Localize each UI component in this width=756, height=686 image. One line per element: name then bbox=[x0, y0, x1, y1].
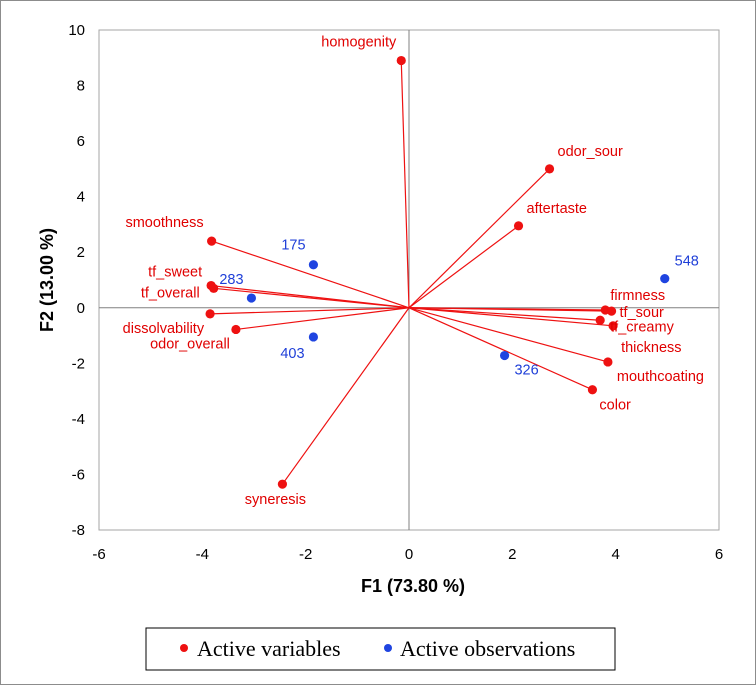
observation-label-326: 326 bbox=[514, 363, 538, 379]
variable-point-thickness bbox=[608, 321, 618, 331]
observation-label-283: 283 bbox=[219, 272, 243, 288]
arrow-thickness bbox=[408, 307, 614, 327]
observation-point-175 bbox=[308, 260, 319, 270]
legend-marker-observations bbox=[384, 644, 392, 652]
y-tick-label: -2 bbox=[72, 355, 85, 372]
arrow-color bbox=[408, 307, 593, 391]
y-tick-label: 4 bbox=[77, 189, 85, 206]
arrow-tf-overall bbox=[213, 287, 410, 309]
variable-point-tf-creamy bbox=[595, 315, 605, 325]
arrow-syneresis bbox=[281, 307, 410, 485]
variable-label-dissolvability: dissolvability bbox=[123, 321, 205, 337]
x-tick-label: 4 bbox=[611, 546, 619, 563]
x-tick-label: -4 bbox=[196, 546, 209, 563]
y-tick-label: 8 bbox=[77, 78, 85, 95]
variable-point-syneresis bbox=[277, 479, 288, 489]
observation-label-548: 548 bbox=[675, 254, 699, 270]
arrow-odor-sour bbox=[408, 168, 550, 309]
variable-point-tf-sour bbox=[606, 306, 617, 316]
variable-label-mouthcoating: mouthcoating bbox=[617, 369, 704, 385]
y-tick-label: 2 bbox=[77, 244, 85, 261]
variable-label-syneresis: syneresis bbox=[245, 492, 306, 508]
legend-box bbox=[145, 627, 616, 671]
variable-label-odor-sour: odor_sour bbox=[558, 144, 623, 160]
legend-marker-variables bbox=[180, 644, 188, 652]
arrow-tf-sour bbox=[408, 307, 612, 312]
arrow-homogenity bbox=[400, 60, 410, 308]
x-axis-title: F1 (73.80 %) bbox=[361, 576, 465, 596]
variable-point-color bbox=[587, 385, 598, 395]
variable-label-homogenity: homogenity bbox=[321, 35, 397, 51]
legend-label-variables: Active variables bbox=[197, 636, 341, 661]
point-labels: homogenity odor_sour aftertaste smoothness t… bbox=[123, 35, 704, 509]
legend-label-observations: Active observations bbox=[400, 636, 575, 661]
variable-point-tf-overall bbox=[209, 283, 219, 293]
variable-points bbox=[205, 55, 618, 489]
variable-label-color: color bbox=[599, 398, 631, 414]
variable-point-aftertaste bbox=[513, 221, 524, 231]
variable-point-odor-overall bbox=[231, 324, 241, 335]
variable-point-mouthcoating bbox=[603, 357, 613, 367]
x-tick-label: 0 bbox=[405, 546, 413, 563]
arrow-smoothness bbox=[211, 240, 410, 309]
variable-label-aftertaste: aftertaste bbox=[527, 201, 587, 217]
variable-label-tf-creamy: tf_creamy bbox=[610, 319, 674, 335]
arrow-aftertaste bbox=[408, 225, 519, 309]
variable-point-dissolvability bbox=[205, 309, 215, 319]
variable-label-odor-overall: odor_overall bbox=[150, 336, 230, 352]
observation-point-548 bbox=[660, 274, 670, 284]
legend: Active variables Active observations bbox=[145, 627, 616, 671]
observation-point-326 bbox=[499, 350, 510, 361]
x-tick-label: 2 bbox=[508, 546, 516, 563]
observation-point-283 bbox=[246, 293, 257, 303]
y-tick-label: -4 bbox=[72, 411, 85, 428]
arrow-tf-creamy bbox=[408, 307, 601, 321]
variable-point-homogenity bbox=[396, 55, 406, 66]
observation-label-175: 175 bbox=[281, 238, 305, 254]
variable-point-smoothness bbox=[207, 236, 217, 246]
observation-label-403: 403 bbox=[280, 346, 304, 362]
arrow-dissolvability bbox=[210, 307, 410, 315]
y-tick-labels: -8 -6 -4 -2 0 2 4 6 8 10 bbox=[68, 22, 85, 539]
x-tick-label: 6 bbox=[715, 546, 723, 563]
variable-label-thickness: thickness bbox=[621, 340, 681, 356]
variable-point-odor-sour bbox=[544, 164, 555, 174]
variable-label-tf-sweet: tf_sweet bbox=[148, 265, 202, 281]
observation-points bbox=[246, 260, 670, 361]
variable-label-firmness: firmness bbox=[610, 288, 665, 304]
variable-label-tf-overall: tf_overall bbox=[141, 285, 200, 301]
arrow-odor-overall bbox=[235, 307, 410, 331]
y-tick-label: -6 bbox=[72, 466, 85, 483]
x-tick-label: -2 bbox=[299, 546, 312, 563]
y-tick-label: 0 bbox=[77, 300, 85, 317]
arrow-mouthcoating bbox=[408, 307, 609, 363]
y-tick-label: 10 bbox=[68, 22, 85, 39]
y-tick-label: 6 bbox=[77, 133, 85, 150]
x-tick-label: -6 bbox=[92, 546, 105, 563]
variable-label-tf-sour: tf_sour bbox=[620, 305, 664, 321]
y-axis-title: F2 (13.00 %) bbox=[37, 228, 57, 332]
y-tick-label: -8 bbox=[72, 522, 85, 539]
variable-label-smoothness: smoothness bbox=[125, 215, 203, 231]
observation-point-403 bbox=[308, 332, 319, 342]
x-tick-labels: -6 -4 -2 0 2 4 6 bbox=[92, 546, 723, 563]
variable-arrows bbox=[210, 60, 614, 485]
